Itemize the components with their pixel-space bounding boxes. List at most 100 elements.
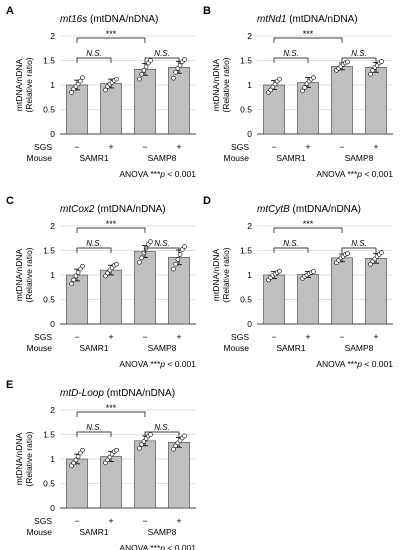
panel-label: E	[6, 379, 13, 391]
anova-prefix: ANOVA ***	[119, 359, 161, 369]
mouse-group-label: SAMR1	[276, 153, 306, 163]
y-axis-label-line1: mtDNA/nDNA	[14, 248, 24, 301]
data-point	[141, 68, 147, 73]
data-point	[75, 270, 81, 275]
data-point	[139, 255, 144, 261]
data-point	[137, 445, 142, 451]
significance-bracket-main	[273, 37, 343, 43]
chart-title-suffix: (mtDNA/nDNA)	[94, 204, 165, 215]
significance-bracket-within	[144, 431, 180, 437]
chart-title-gene: mtD-Loop	[60, 388, 104, 399]
panel-label: C	[6, 195, 14, 207]
data-point	[345, 59, 350, 65]
data-point	[302, 85, 307, 90]
y-tick-label: 0	[50, 503, 55, 513]
y-axis-label-line1: mtDNA/nDNA	[211, 58, 221, 111]
sgs-sign: +	[373, 332, 378, 342]
significance-bracket-within	[341, 57, 377, 63]
significance-within-label: N.S.	[86, 49, 102, 58]
y-axis-label-line1: mtDNA/nDNA	[14, 58, 24, 111]
sgs-sign: −	[142, 332, 147, 342]
sgs-row-label: SGS	[231, 332, 249, 342]
significance-bracket-main	[76, 411, 146, 417]
mouse-group-label: SAMR1	[79, 153, 109, 163]
y-axis-label: mtDNA/nDNA(Relative ratio)	[211, 247, 231, 302]
data-point	[182, 57, 187, 62]
significance-bracket-main	[76, 37, 146, 43]
y-axis-label-line1: mtDNA/nDNA	[211, 248, 221, 301]
chart-title-gene: mtNd1	[257, 14, 286, 25]
y-axis-label-line2: (Relative ratio)	[24, 431, 34, 486]
sgs-sign: −	[74, 516, 79, 526]
y-tick-label: 0.5	[240, 105, 252, 115]
significance-within-label: N.S.	[154, 49, 170, 58]
significance-main-label: ***	[106, 29, 117, 39]
y-tick-label: 2	[247, 221, 252, 231]
bar	[365, 258, 387, 325]
y-axis-label-line1: mtDNA/nDNA	[14, 432, 24, 485]
data-point	[148, 432, 153, 437]
anova-prefix: ANOVA ***	[316, 359, 358, 369]
anova-suffix: < 0.001	[165, 169, 196, 179]
bar	[168, 257, 190, 325]
data-point	[73, 273, 79, 279]
panel-label: A	[6, 5, 14, 17]
significance-bracket-within	[273, 57, 309, 63]
anova-suffix: < 0.001	[362, 359, 393, 369]
y-axis-label: mtDNA/nDNA(Relative ratio)	[211, 57, 231, 112]
data-point	[182, 244, 187, 249]
data-point	[69, 281, 74, 287]
mouse-group-label: SAMP8	[148, 153, 177, 163]
y-tick-label: 1	[247, 270, 252, 280]
y-tick-label: 0.5	[240, 295, 252, 305]
anova-label: ANOVA ***p < 0.001	[119, 359, 196, 369]
data-point	[71, 277, 76, 283]
data-point	[75, 454, 81, 459]
data-point	[300, 88, 305, 94]
bar	[100, 269, 122, 325]
significance-within-label: N.S.	[154, 239, 170, 248]
data-point	[103, 87, 108, 93]
bar	[331, 257, 353, 325]
mouse-group-label: SAMP8	[345, 153, 374, 163]
significance-main-label: ***	[303, 219, 314, 229]
mouse-group-label: SAMR1	[79, 527, 109, 537]
y-tick-label: 0.5	[43, 295, 55, 305]
data-point	[80, 447, 85, 453]
significance-main-label: ***	[303, 29, 314, 39]
significance-within-label: N.S.	[351, 49, 367, 58]
data-point	[171, 266, 176, 272]
y-tick-label: 2	[50, 221, 55, 231]
chart-title: mtCox2 (mtDNA/nDNA)	[60, 204, 166, 215]
sgs-row-label: SGS	[231, 142, 249, 152]
y-axis-label: mtDNA/nDNA(Relative ratio)	[14, 57, 34, 112]
data-point	[311, 75, 316, 80]
data-point	[148, 239, 153, 244]
mouse-row-label: Mouse	[26, 527, 52, 537]
significance-within-label: N.S.	[86, 239, 102, 248]
significance-within-label: N.S.	[154, 423, 170, 432]
data-point	[345, 251, 350, 256]
anova-prefix: ANOVA ***	[316, 169, 358, 179]
anova-prefix: ANOVA ***	[119, 543, 161, 550]
y-tick-label: 1.5	[43, 56, 55, 66]
y-tick-label: 2	[50, 31, 55, 41]
significance-bracket-within	[76, 431, 112, 437]
bar	[263, 274, 285, 325]
y-tick-label: 2	[50, 405, 55, 415]
mouse-group-label: SAMR1	[79, 343, 109, 353]
data-point	[114, 76, 119, 82]
sgs-sign: −	[74, 332, 79, 342]
data-point	[171, 446, 176, 452]
data-point	[137, 76, 142, 82]
significance-bracket-within	[341, 247, 377, 253]
sgs-sign: −	[339, 332, 344, 342]
y-axis-label-line2: (Relative ratio)	[221, 57, 231, 112]
significance-within-label: N.S.	[283, 239, 299, 248]
significance-main-label: ***	[106, 219, 117, 229]
chart-title: mtCytB (mtDNA/nDNA)	[257, 204, 361, 215]
data-point	[173, 69, 178, 75]
y-tick-label: 0.5	[43, 105, 55, 115]
panel-label: B	[203, 5, 211, 17]
